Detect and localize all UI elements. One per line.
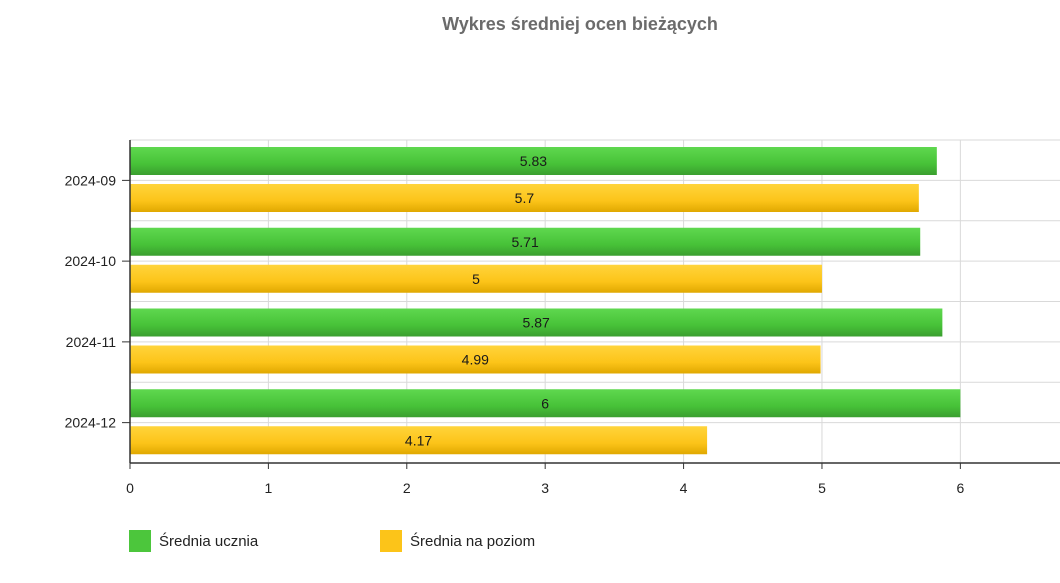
bar-student-2024-12[interactable] — [130, 389, 961, 418]
bar-value-label: 4.17 — [405, 432, 432, 448]
bar-value-label: 4.99 — [462, 352, 489, 368]
bar-student-2024-11[interactable] — [130, 308, 943, 337]
bar-value-label: 5.71 — [511, 234, 538, 250]
legend-swatch-student-average — [129, 530, 151, 552]
bars: 5.83 5.7 5.71 5 5.87 4.99 6 4.17 — [130, 147, 961, 455]
bar-value-label: 5 — [472, 271, 480, 287]
legend-item-level-average[interactable]: Średnia na poziom — [380, 530, 535, 552]
bar-value-label: 5.7 — [515, 190, 535, 206]
legend-label-student-average: Średnia ucznia — [159, 532, 259, 550]
x-tick-label: 2 — [403, 480, 411, 496]
bar-level-2024-09[interactable] — [130, 184, 919, 212]
legend-swatch-level-average — [380, 530, 402, 552]
x-tick-label: 6 — [956, 480, 964, 496]
x-tick-label: 4 — [680, 480, 688, 496]
x-tick-label: 3 — [541, 480, 549, 496]
bar-value-label: 5.87 — [523, 315, 550, 331]
grid — [130, 139, 1060, 463]
bar-student-2024-10[interactable] — [130, 227, 921, 256]
legend: Średnia ucznia Średnia na poziom — [0, 530, 1060, 560]
axes: 2024-09 2024-10 2024-11 2024-12 0 1 2 3 4 5 6 — [65, 140, 1060, 496]
bar-level-2024-12[interactable] — [130, 426, 708, 455]
x-tick-label: 0 — [126, 480, 134, 496]
bar-level-2024-10[interactable] — [130, 264, 822, 293]
chart-title: Wykres średniej ocen bieżących — [442, 14, 718, 34]
y-tick-label: 2024-12 — [65, 415, 117, 431]
legend-label-level-average: Średnia na poziom — [410, 532, 536, 550]
y-tick-label: 2024-10 — [65, 253, 117, 269]
y-tick-label: 2024-11 — [66, 334, 117, 350]
x-tick-label: 5 — [818, 480, 826, 496]
bar-chart: 5.83 5.7 5.71 5 5.87 4.99 6 4.17 2024-09 2024-10… — [65, 139, 1060, 496]
y-tick-label: 2024-09 — [65, 172, 117, 188]
bar-value-label: 5.83 — [520, 153, 547, 169]
bar-student-2024-09[interactable] — [130, 147, 937, 175]
x-tick-label: 1 — [264, 480, 272, 496]
bar-level-2024-11[interactable] — [130, 345, 821, 374]
bar-value-label: 6 — [541, 395, 549, 411]
legend-item-student-average[interactable]: Średnia ucznia — [129, 530, 258, 552]
